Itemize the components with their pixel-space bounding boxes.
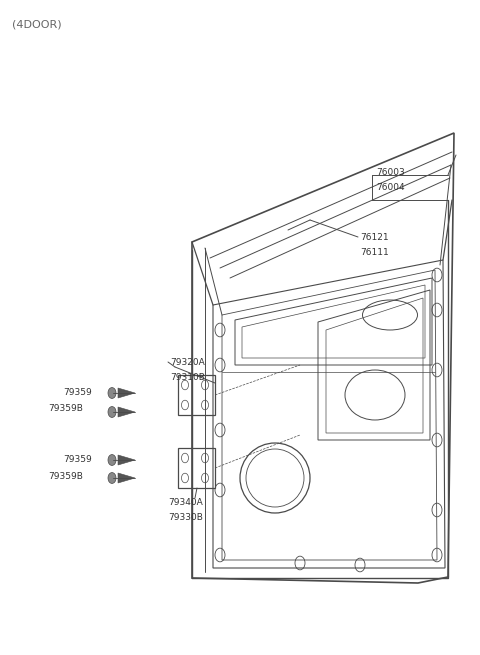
Circle shape xyxy=(108,455,116,466)
Text: 76111: 76111 xyxy=(360,248,389,257)
Circle shape xyxy=(108,388,116,398)
Polygon shape xyxy=(118,455,135,465)
Text: 79359: 79359 xyxy=(63,455,92,464)
Text: 79330B: 79330B xyxy=(168,513,203,522)
Text: 79359B: 79359B xyxy=(48,472,83,481)
Text: 79340A: 79340A xyxy=(168,498,203,507)
Polygon shape xyxy=(118,388,135,398)
Text: 76121: 76121 xyxy=(360,233,389,242)
Text: 79310B: 79310B xyxy=(170,373,205,382)
Text: 79359: 79359 xyxy=(63,388,92,397)
Circle shape xyxy=(108,472,116,483)
Text: 79359B: 79359B xyxy=(48,404,83,413)
Text: 79320A: 79320A xyxy=(170,358,205,367)
Text: 76004: 76004 xyxy=(376,183,405,192)
Circle shape xyxy=(108,407,116,417)
Text: 76003: 76003 xyxy=(376,168,405,177)
Text: (4DOOR): (4DOOR) xyxy=(12,20,61,29)
Polygon shape xyxy=(118,473,135,483)
Polygon shape xyxy=(118,407,135,417)
